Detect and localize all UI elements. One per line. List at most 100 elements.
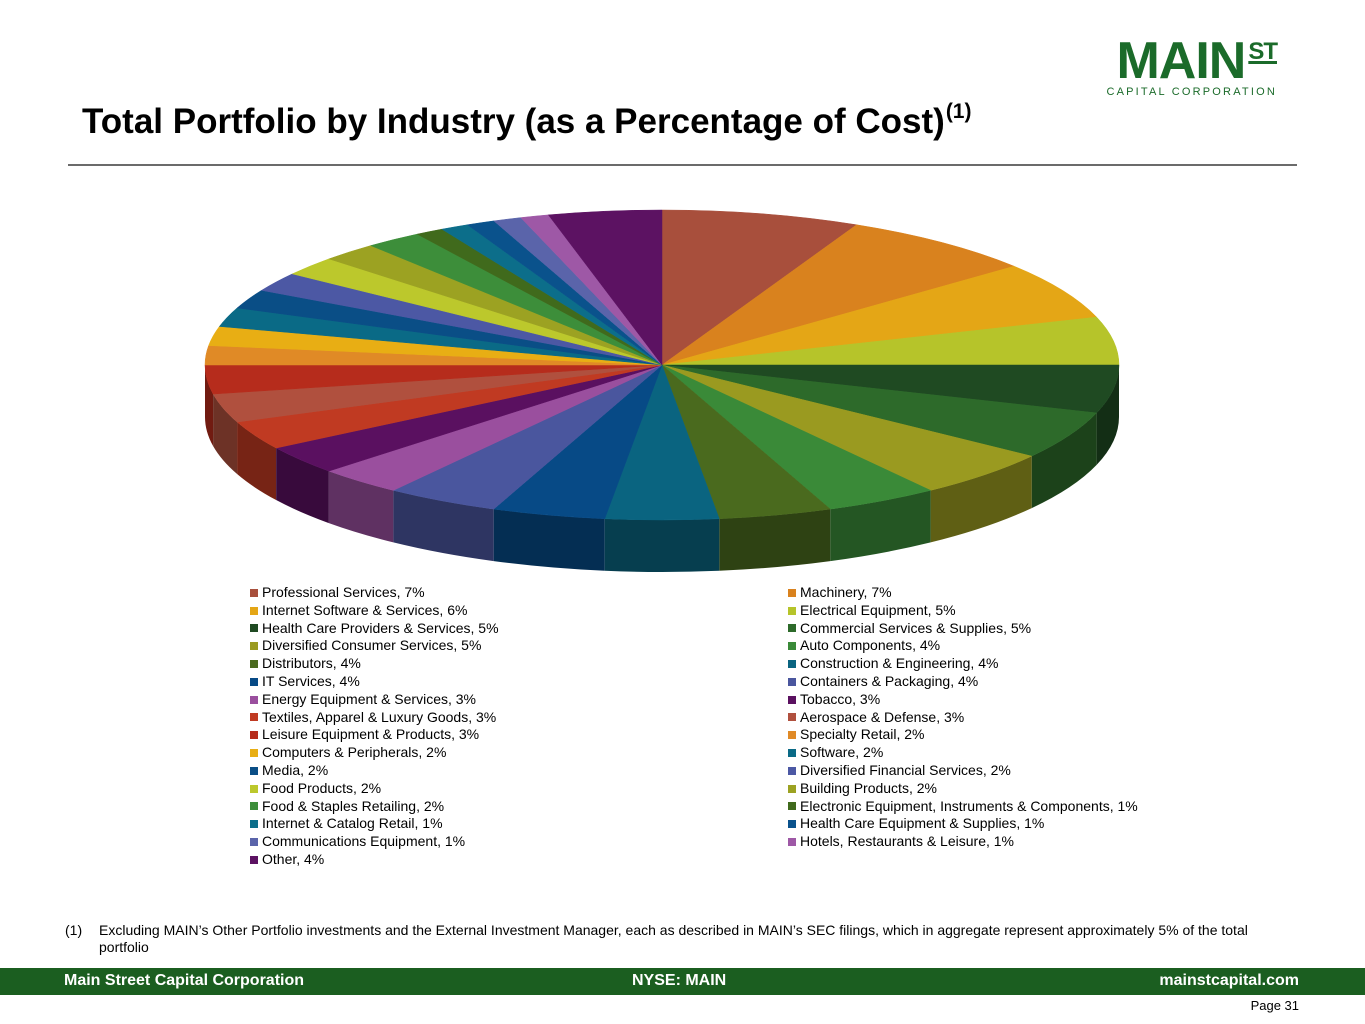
legend-swatch (788, 695, 796, 704)
industry-pie-chart (204, 209, 1120, 572)
legend-item-commercial-services-supplies: Commercial Services & Supplies, 5% (788, 620, 1138, 638)
legend-label: Electrical Equipment, 5% (800, 601, 956, 618)
legend-item-aerospace-defense: Aerospace & Defense, 3% (788, 709, 1138, 727)
pie-side-diversified-consumer-services (930, 456, 1032, 543)
legend-swatch (788, 642, 796, 651)
footer-bar: Main Street Capital Corporation NYSE: MA… (0, 968, 1365, 995)
pie-side-containers-packaging (393, 490, 494, 562)
pie-side-energy-equipment-services (328, 471, 394, 543)
legend-item-software: Software, 2% (788, 744, 1138, 762)
legend-swatch (788, 713, 796, 722)
legend-item-professional-services: Professional Services, 7% (250, 584, 499, 602)
company-logo: MAIN ST CAPITAL CORPORATION (1097, 35, 1278, 98)
legend-item-media: Media, 2% (250, 762, 499, 780)
legend-item-electrical-equipment: Electrical Equipment, 5% (788, 602, 1138, 620)
pie-side-distributors (719, 509, 831, 571)
logo-superscript: ST (1248, 38, 1278, 65)
pie-slice-health-care-providers-services[interactable] (661, 364, 1120, 414)
legend-swatch (788, 749, 796, 758)
legend-item-energy-equipment-services: Energy Equipment & Services, 3% (250, 691, 499, 709)
pie-slice-machinery[interactable] (661, 224, 1015, 366)
pie-side-leisure-equipment-products (205, 365, 214, 447)
legend-label: Health Care Providers & Services, 5% (262, 619, 499, 636)
pie-side-it-services (493, 509, 605, 571)
pie-slice-professional-services[interactable] (661, 209, 858, 366)
legend-swatch (250, 855, 258, 864)
legend-label: Internet & Catalog Retail, 1% (262, 815, 443, 832)
footer-website[interactable]: mainstcapital.com (1159, 972, 1299, 989)
legend-label: Construction & Engineering, 4% (800, 655, 999, 672)
pie-side-construction-engineering (604, 518, 720, 572)
logo-main-text: MAIN (1116, 32, 1246, 90)
title-footnote-marker: (1) (945, 100, 972, 123)
footer-company: Main Street Capital Corporation (64, 972, 305, 989)
pie-slice-diversified-consumer-services[interactable] (661, 364, 1033, 491)
pie-side-tobacco (276, 448, 329, 524)
legend-label: Containers & Packaging, 4% (800, 672, 979, 689)
legend-label: Communications Equipment, 1% (262, 833, 466, 850)
footnote-text: Excluding MAIN’s Other Portfolio investm… (99, 922, 1248, 955)
legend-swatch (788, 588, 796, 597)
legend-item-leisure-equipment-products: Leisure Equipment & Products, 3% (250, 726, 499, 744)
legend-label: Aerospace & Defense, 3% (800, 708, 965, 725)
legend-swatch (788, 606, 796, 615)
pie-side-commercial-services-supplies (1031, 412, 1097, 509)
legend-item-auto-components: Auto Components, 4% (788, 637, 1138, 655)
legend-item-machinery: Machinery, 7% (788, 584, 1138, 602)
legend-label: Auto Components, 4% (800, 637, 941, 654)
legend-item-food-staples-retailing: Food & Staples Retailing, 2% (250, 798, 499, 816)
legend-swatch (250, 802, 258, 811)
pie-slice-other[interactable] (547, 209, 663, 366)
legend-item-health-care-equipment-supplies: Health Care Equipment & Supplies, 1% (788, 815, 1138, 833)
legend-left-column: Professional Services, 7% Internet Softwa… (250, 584, 499, 869)
legend-label: Food & Staples Retailing, 2% (262, 797, 445, 814)
pie-slice-internet-software-services[interactable] (661, 265, 1098, 366)
legend-swatch (250, 749, 258, 758)
legend-label: Health Care Equipment & Supplies, 1% (800, 815, 1045, 832)
legend-item-diversified-financial-services: Diversified Financial Services, 2% (788, 762, 1138, 780)
legend-swatch (788, 660, 796, 669)
legend-label: Textiles, Apparel & Luxury Goods, 3% (262, 708, 497, 725)
legend-label: Hotels, Restaurants & Leisure, 1% (800, 833, 1014, 850)
pie-side-textiles-apparel-luxury-goods (237, 422, 277, 501)
legend-label: Professional Services, 7% (262, 584, 425, 600)
legend-item-health-care-providers-services: Health Care Providers & Services, 5% (250, 620, 499, 638)
pie-side-health-care-providers-services (1096, 365, 1119, 465)
page-title-text: Total Portfolio by Industry (as a Percen… (82, 102, 945, 141)
legend-item-distributors: Distributors, 4% (250, 655, 499, 673)
legend-swatch (250, 784, 258, 793)
legend-swatch (788, 784, 796, 793)
legend-swatch (250, 838, 258, 847)
page-title: Total Portfolio by Industry (as a Percen… (82, 100, 971, 142)
legend-item-textiles-apparel-luxury-goods: Textiles, Apparel & Luxury Goods, 3% (250, 709, 499, 727)
legend-swatch (250, 695, 258, 704)
legend-item-communications-equipment: Communications Equipment, 1% (250, 833, 499, 851)
legend-item-electronic-equipment-instruments-components: Electronic Equipment, Instruments & Comp… (788, 798, 1138, 816)
legend-item-internet-software-services: Internet Software & Services, 6% (250, 602, 499, 620)
legend-item-specialty-retail: Specialty Retail, 2% (788, 726, 1138, 744)
legend-swatch (250, 713, 258, 722)
legend-label: Media, 2% (262, 761, 329, 778)
pie-slice-electrical-equipment[interactable] (661, 316, 1120, 366)
legend-swatch (250, 624, 258, 633)
legend-label: Food Products, 2% (262, 779, 382, 796)
footer-ticker: NYSE: MAIN (632, 972, 727, 989)
legend-swatch (788, 838, 796, 847)
pie-slice-commercial-services-supplies[interactable] (661, 364, 1098, 457)
legend-label: Building Products, 2% (800, 779, 937, 796)
legend-swatch (788, 624, 796, 633)
legend-swatch (250, 606, 258, 615)
legend-item-hotels-restaurants-leisure: Hotels, Restaurants & Leisure, 1% (788, 833, 1138, 851)
legend-swatch (788, 731, 796, 740)
legend-label: Internet Software & Services, 6% (262, 601, 468, 618)
legend-item-building-products: Building Products, 2% (788, 780, 1138, 798)
legend-item-food-products: Food Products, 2% (250, 780, 499, 798)
legend-item-other: Other, 4% (250, 851, 499, 869)
legend-item-computers-peripherals: Computers & Peripherals, 2% (250, 744, 499, 762)
pie-side-aerospace-defense (213, 394, 238, 475)
legend-swatch (788, 766, 796, 775)
footnote: (1) Excluding MAIN’s Other Portfolio inv… (65, 922, 1295, 956)
legend-label: Computers & Peripherals, 2% (262, 744, 447, 761)
legend-label: Commercial Services & Supplies, 5% (800, 619, 1032, 636)
legend-label: Tobacco, 3% (800, 690, 881, 707)
